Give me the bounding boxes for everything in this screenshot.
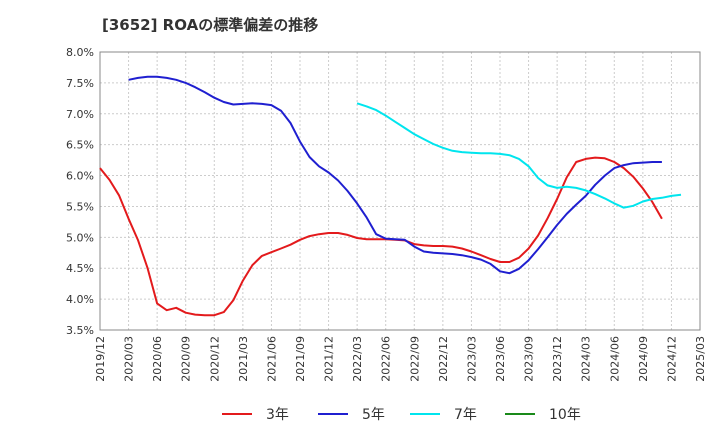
x-tick-label: 2020/12	[208, 336, 221, 382]
x-tick-label: 2024/12	[665, 336, 678, 382]
legend-label: 10年	[549, 407, 581, 423]
x-tick-label: 2022/12	[437, 336, 450, 382]
x-tick-label: 2022/09	[408, 336, 421, 382]
y-tick-label: 7.5%	[66, 77, 94, 90]
x-tick-label: 2020/03	[123, 336, 136, 382]
y-tick-label: 8.0%	[66, 46, 94, 59]
x-tick-label: 2021/03	[237, 336, 250, 382]
y-tick-label: 4.0%	[66, 293, 94, 306]
x-tick-label: 2020/06	[151, 336, 164, 382]
y-tick-label: 6.5%	[66, 139, 94, 152]
x-tick-label: 2022/06	[380, 336, 393, 382]
series-line	[128, 75, 662, 275]
x-tick-label: 2023/03	[465, 336, 478, 382]
plot-border	[99, 51, 701, 331]
legend-label: 3年	[266, 407, 289, 423]
series-line	[356, 102, 682, 209]
x-tick-label: 2024/03	[580, 336, 593, 382]
x-tick-label: 2021/09	[294, 336, 307, 382]
legend-label: 5年	[362, 407, 385, 423]
y-tick-label: 6.0%	[66, 170, 94, 183]
y-tick-label: 3.5%	[66, 324, 94, 337]
x-tick-label: 2023/12	[551, 336, 564, 382]
legend-label: 7年	[454, 407, 477, 423]
x-tick-label: 2021/12	[323, 336, 336, 382]
x-tick-label: 2022/03	[351, 336, 364, 382]
x-tick-label: 2023/06	[494, 336, 507, 382]
x-tick-label: 2024/06	[608, 336, 621, 382]
x-tick-label: 2020/09	[180, 336, 193, 382]
x-tick-label: 2024/09	[637, 336, 650, 382]
y-tick-label: 5.0%	[66, 231, 94, 244]
x-tick-label: 2019/12	[94, 336, 107, 382]
y-tick-label: 4.5%	[66, 262, 94, 275]
y-tick-label: 5.5%	[66, 200, 94, 213]
chart-title: [3652] ROAの標準偏差の推移	[102, 16, 319, 34]
series-line	[99, 156, 663, 317]
x-tick-label: 2025/03	[694, 336, 707, 382]
x-tick-label: 2021/06	[265, 336, 278, 382]
y-tick-label: 7.0%	[66, 108, 94, 121]
x-tick-label: 2023/09	[523, 336, 536, 382]
